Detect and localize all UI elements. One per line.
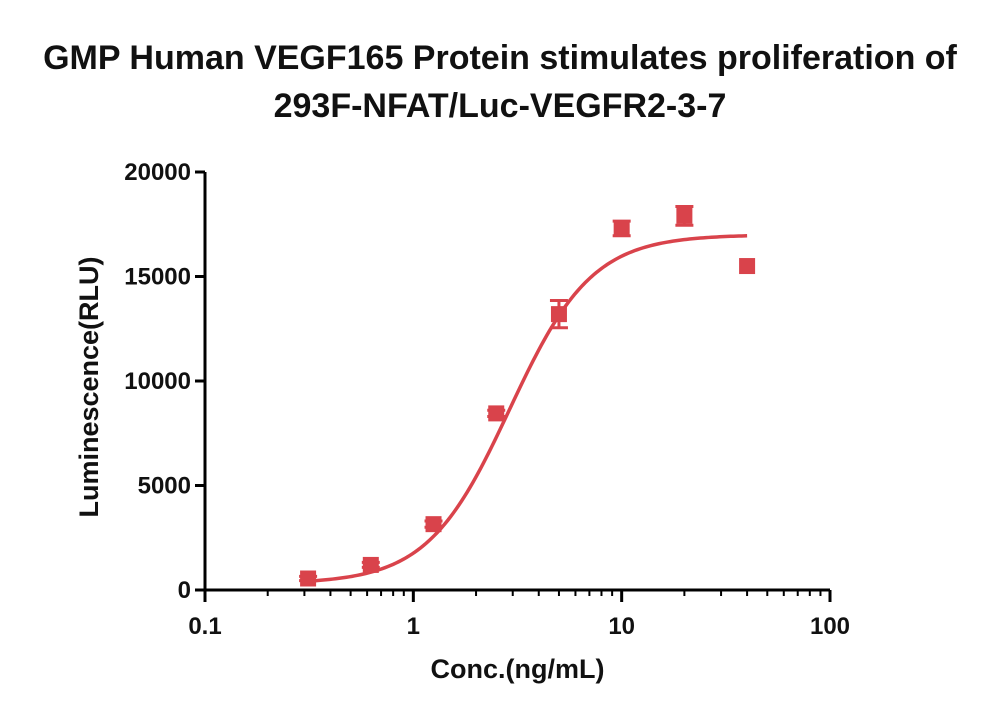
data-point (425, 516, 442, 533)
data-point (613, 220, 630, 237)
chart-subtitle: 293F-NFAT/Luc-VEGFR2-3-7 (273, 87, 727, 125)
data-point (676, 207, 693, 224)
data-point (488, 405, 505, 422)
y-tick-label: 5000 (138, 473, 191, 500)
x-tick-label: 10 (608, 613, 635, 640)
x-tick-label: 100 (810, 613, 850, 640)
chart-title: GMP Human VEGF165 Protein stimulates pro… (43, 39, 957, 77)
x-tick-label: 0.1 (188, 613, 221, 640)
fit-curve (307, 234, 748, 583)
data-point (362, 556, 379, 573)
data-point (739, 258, 756, 275)
y-axis-title: Luminescence(RLU) (74, 256, 104, 517)
y-tick-label: 0 (178, 577, 191, 604)
y-tick-label: 20000 (124, 159, 191, 186)
data-point (300, 570, 317, 587)
x-axis-title: Conc.(ng/mL) (431, 654, 605, 684)
y-tick-label: 10000 (124, 368, 191, 395)
data-point (550, 306, 567, 323)
y-tick-label: 15000 (124, 264, 191, 291)
x-tick-label: 1 (407, 613, 420, 640)
